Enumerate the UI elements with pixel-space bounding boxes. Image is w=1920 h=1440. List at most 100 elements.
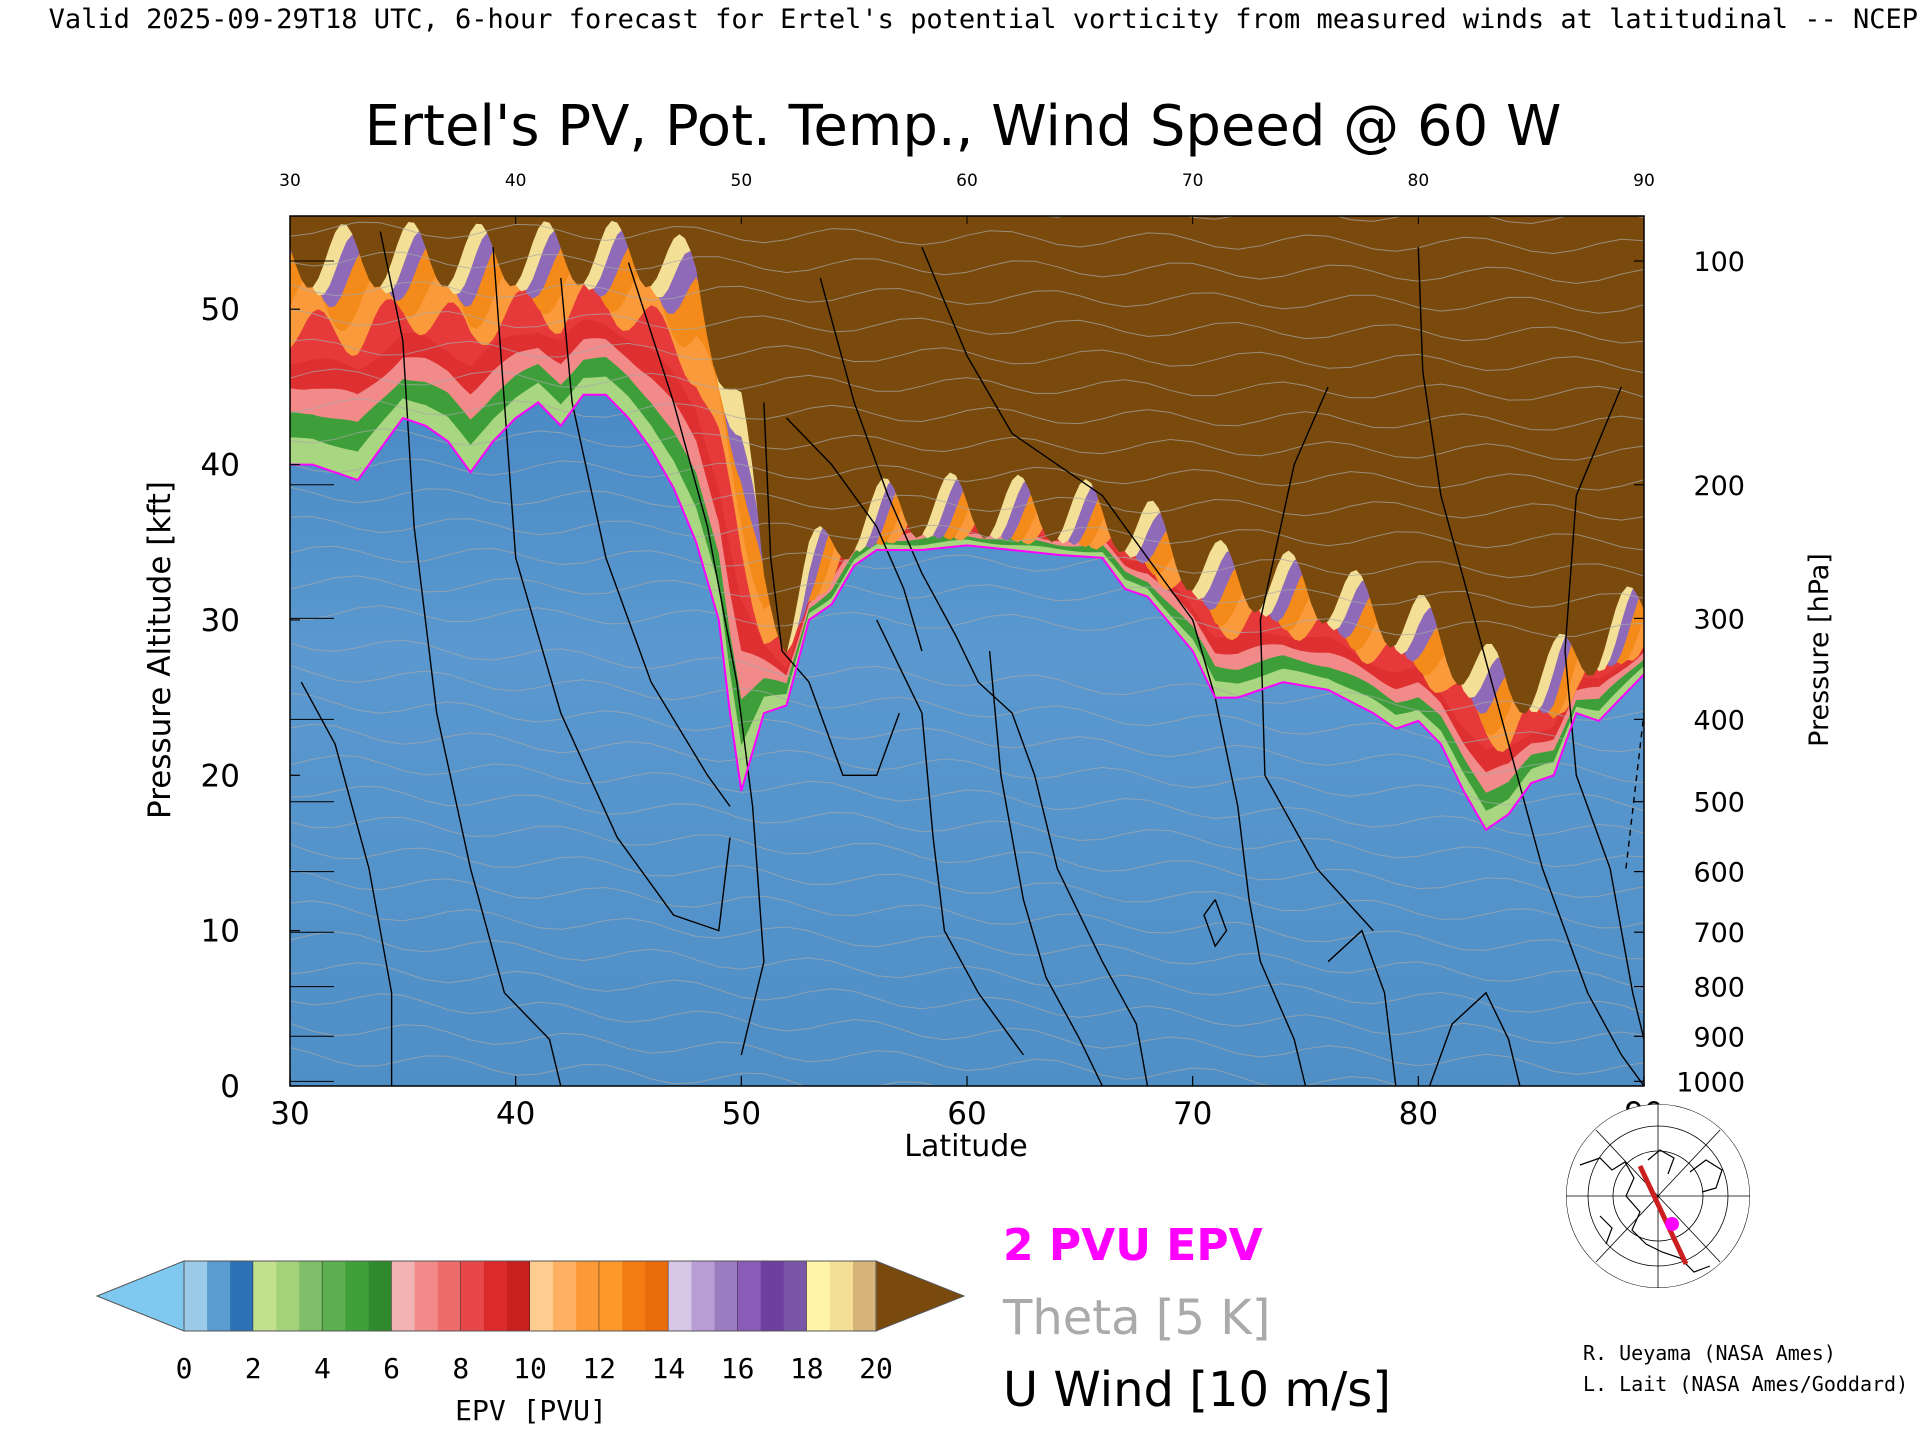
- pressure-tick-label: 900: [1693, 1022, 1745, 1053]
- theta-contours: [290, 216, 1644, 1086]
- theta-contour-line: [290, 1022, 1524, 1086]
- colorbar-swatch: [299, 1261, 323, 1331]
- u-wind-contour-line: [785, 417, 923, 652]
- colorbar-swatch: [668, 1261, 693, 1331]
- pressure-tick-label: 500: [1693, 788, 1745, 819]
- colorbar-swatch: [230, 1261, 254, 1331]
- tropopause-2pvu-line: [290, 393, 1644, 832]
- u-wind-contour-line: [988, 650, 1104, 1086]
- colorbar-frame: [183, 1260, 877, 1332]
- map-globe: [1566, 1104, 1750, 1288]
- u-wind-contour-line: [1417, 247, 1644, 1086]
- u-wind-contour-line: [1203, 899, 1228, 948]
- colorbar-swatch: [760, 1261, 785, 1331]
- theta-contour-line: [290, 639, 1644, 722]
- u-wind-contour-line: [300, 681, 393, 1086]
- colorbar-swatch: [852, 1261, 877, 1331]
- colorbar-swatch: [184, 1261, 208, 1331]
- colorbar-swatch: [806, 1261, 831, 1331]
- theta-contour-line: [290, 869, 1644, 960]
- top-x-tick-label: 80: [1408, 171, 1430, 191]
- legend: 2 PVU EPV Theta [5 K] U Wind [10 m/s]: [1002, 1220, 1391, 1418]
- colorbar-tick-label: 20: [859, 1352, 893, 1385]
- colorbar-tick-label: 6: [383, 1352, 400, 1385]
- x-tick-label: 40: [496, 1096, 535, 1132]
- theta-contour-line: [290, 605, 1644, 638]
- colorbar-segments: [95, 1260, 966, 1332]
- u-wind-contour-line: [876, 619, 1024, 1056]
- colorbar-swatch: [506, 1261, 531, 1331]
- theta-contour-line: [290, 754, 1644, 837]
- colorbar-over-triangle: [875, 1260, 966, 1332]
- u-wind-contour-line: [1327, 929, 1397, 1086]
- colorbar-swatch: [714, 1261, 739, 1331]
- theta-contour-line: [290, 308, 1644, 344]
- pressure-axis-label: Pressure [hPa]: [1804, 553, 1835, 747]
- epv-colorbar: 0 2 4 6 8 10 12 14 16 18 20: [95, 1260, 966, 1385]
- top-x-tick-label: 90: [1633, 171, 1655, 191]
- colorbar-swatch: [253, 1261, 277, 1331]
- theta-contour-line: [290, 516, 1644, 551]
- credit-line-1: R. Ueyama (NASA Ames): [1583, 1341, 1836, 1365]
- theta-contour-line: [290, 816, 1644, 898]
- colorbar-swatch: [483, 1261, 508, 1331]
- y-tick-label: 10: [201, 914, 240, 950]
- location-map: [1542, 1104, 1772, 1302]
- colorbar-swatch: [437, 1261, 462, 1331]
- u-wind-contour-line: [1564, 386, 1644, 1040]
- legend-2pvu: 2 PVU EPV: [1003, 1220, 1263, 1271]
- colorbar-swatch: [599, 1261, 623, 1331]
- colorbar-swatch: [553, 1261, 577, 1331]
- colorbar-tick-label: 16: [721, 1352, 755, 1385]
- top-x-tick-label: 70: [1182, 171, 1204, 191]
- colorbar-swatch: [207, 1261, 231, 1331]
- top-x-tick-label: 30: [279, 171, 301, 191]
- theta-contour-line: [290, 251, 1644, 284]
- x-tick-label: 70: [1173, 1096, 1212, 1132]
- y-axis-label: Pressure Altitude [kft]: [142, 481, 178, 819]
- colorbar-under-triangle: [95, 1260, 185, 1332]
- colorbar-swatch: [530, 1261, 554, 1331]
- colorbar-swatch: [345, 1261, 370, 1331]
- u-wind-contour-line: [627, 262, 765, 1056]
- x-tick-label: 50: [722, 1096, 761, 1132]
- top-x-tick-label: 40: [505, 171, 527, 191]
- colorbar-swatch: [460, 1261, 485, 1331]
- colorbar-tick-label: 2: [245, 1352, 262, 1385]
- plot-area: [290, 216, 1644, 1086]
- theta-contour-line: [290, 428, 1644, 461]
- theta-contour-line: [290, 575, 1644, 608]
- colorbar-swatch: [322, 1261, 347, 1331]
- top-x-tick-label: 50: [731, 171, 753, 191]
- colorbar-tick-label: 14: [652, 1352, 686, 1385]
- top-x-tick-label: 60: [956, 171, 978, 191]
- theta-contour-line: [290, 900, 1644, 990]
- colorbar-tick-label: 12: [582, 1352, 616, 1385]
- pressure-tick-label: 400: [1693, 705, 1745, 736]
- u-wind-contour-line: [819, 277, 1149, 1086]
- colorbar-swatch: [691, 1261, 716, 1331]
- theta-contour-line: [290, 664, 1644, 753]
- pressure-tick-label: 700: [1693, 918, 1745, 949]
- theta-contour-line: [290, 398, 1644, 431]
- pv-band: [290, 216, 1644, 714]
- theta-contour-line: [290, 723, 1644, 812]
- colorbar-swatch: [622, 1261, 646, 1331]
- map-coastlines: [1579, 1149, 1723, 1273]
- y-tick-label: 30: [201, 603, 240, 639]
- u-wind-contour-line: [763, 402, 900, 776]
- y-tick-label: 50: [201, 292, 240, 328]
- u-wind-contour-line: [379, 231, 562, 1086]
- colorbar-swatch: [368, 1261, 393, 1331]
- colorbar-swatch: [737, 1261, 762, 1331]
- u-wind-contour-line: [1259, 386, 1374, 932]
- chart-title: Ertel's PV, Pot. Temp., Wind Speed @ 60 …: [365, 94, 1562, 159]
- colorbar-tick-label: 4: [314, 1352, 331, 1385]
- pv-bands: [290, 216, 1644, 830]
- legend-u-wind: U Wind [10 m/s]: [1003, 1362, 1391, 1418]
- pressure-tick-label: 200: [1693, 471, 1745, 502]
- x-tick-label: 30: [270, 1096, 309, 1132]
- theta-contour-line: [290, 458, 1644, 491]
- u-wind-contours: [300, 231, 1644, 1086]
